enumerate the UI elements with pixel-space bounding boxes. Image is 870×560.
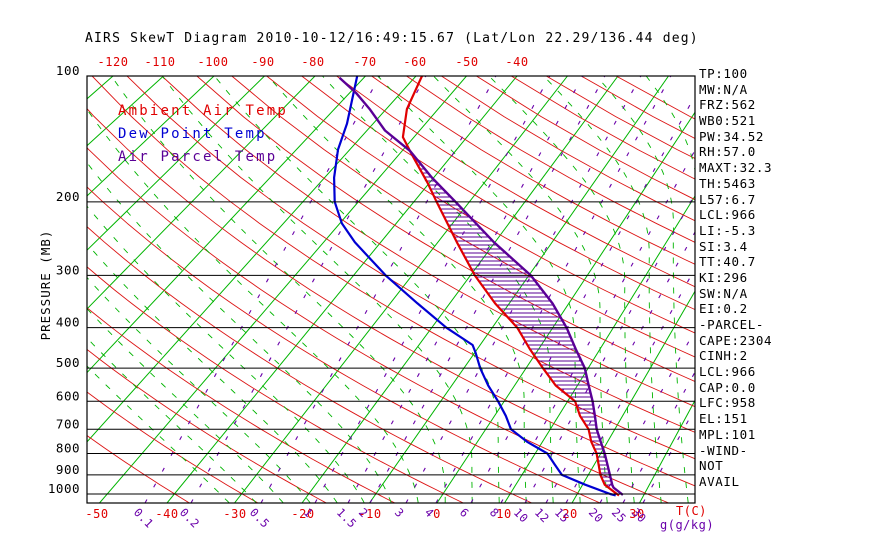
stat-row-avail: AVAIL bbox=[699, 473, 740, 489]
stat-row-tt-40-7: TT:40.7 bbox=[699, 254, 756, 270]
stat-row-lfc-958: LFC:958 bbox=[699, 395, 756, 411]
stat-row-pw-34-52: PW:34.52 bbox=[699, 128, 765, 144]
stat-row-si-3-4: SI:3.4 bbox=[699, 238, 748, 254]
stat-row--parcel-: -PARCEL- bbox=[699, 317, 765, 333]
stat-row-lcl-966: LCL:966 bbox=[699, 364, 756, 380]
mixing-ratio-label-1.5: 1.5 bbox=[334, 505, 360, 531]
plot-frame bbox=[86, 75, 696, 504]
plot-area bbox=[87, 76, 695, 503]
legend-air-parcel-temp: Air Parcel Temp bbox=[118, 149, 278, 165]
page-title: AIRS SkewT Diagram 2010-10-12/16:49:15.6… bbox=[85, 31, 699, 46]
bottom-axis-label-30: 30 bbox=[629, 507, 644, 521]
stat-row-cinh-2: CINH:2 bbox=[699, 348, 748, 364]
stat-row-cap-0-0: CAP:0.0 bbox=[699, 379, 756, 395]
pressure-tick-700: 700 bbox=[56, 416, 80, 431]
top-axis-labels: -120 -110 -100 -90 -80 -70 -60 -50 -40 bbox=[98, 55, 529, 69]
pressure-tick-labels: 100 200 300 400 500 600 700 800 900 1000 bbox=[48, 63, 80, 496]
pressure-tick-300: 300 bbox=[56, 262, 80, 277]
top-axis-label--40: -40 bbox=[505, 55, 528, 69]
grid-isobars bbox=[87, 75, 695, 495]
bottom-axis-label--50: -50 bbox=[85, 507, 108, 521]
bottom-axis-label-20: 20 bbox=[562, 507, 577, 521]
mixing-ratio-label-10: 10 bbox=[511, 505, 531, 525]
mixing-ratio-label-3: 3 bbox=[392, 505, 407, 520]
stat-row--wind-: -WIND- bbox=[699, 442, 748, 458]
pressure-tick-400: 400 bbox=[56, 315, 80, 330]
stat-row-rh-57-0: RH:57.0 bbox=[699, 144, 756, 160]
bottom-axis-label-0: 0 bbox=[433, 507, 441, 521]
pressure-tick-900: 900 bbox=[56, 462, 80, 477]
bottom-axis-label-10: 10 bbox=[496, 507, 511, 521]
bottom-axis-label--30: -30 bbox=[223, 507, 246, 521]
mixing-ratio-label-6: 6 bbox=[457, 505, 472, 520]
mixing-ratio-label-12: 12 bbox=[532, 505, 552, 525]
top-axis-label--50: -50 bbox=[455, 55, 478, 69]
stat-row-ki-296: KI:296 bbox=[699, 269, 748, 285]
legend-ambient-air-temp: Ambient Air Temp bbox=[118, 103, 289, 119]
top-axis-label--110: -110 bbox=[145, 55, 176, 69]
pressure-tick-600: 600 bbox=[56, 388, 80, 403]
mixing-ratio-label-0.2: 0.2 bbox=[177, 505, 203, 531]
pressure-tick-1000: 1000 bbox=[48, 481, 80, 496]
stat-row-th-5463: TH:5463 bbox=[699, 175, 756, 191]
top-axis-label--90: -90 bbox=[251, 55, 274, 69]
stat-row-lcl-966: LCL:966 bbox=[699, 207, 756, 223]
stat-row-el-151: EL:151 bbox=[699, 411, 748, 427]
mixing-ratio-label-20: 20 bbox=[586, 505, 606, 525]
stat-row-ei-0-2: EI:0.2 bbox=[699, 301, 748, 317]
stat-row-cape-2304: CAPE:2304 bbox=[699, 332, 773, 348]
legend: Ambient Air Temp Dew Point Temp Air Parc… bbox=[118, 100, 288, 169]
mixing-ratio-unit-label: g(g/kg) bbox=[660, 518, 714, 532]
stat-row-li-5-3: LI:-5.3 bbox=[699, 222, 756, 238]
top-axis-label--120: -120 bbox=[98, 55, 129, 69]
bottom-axis-label--40: -40 bbox=[155, 507, 178, 521]
bottom-axis-label--20: -20 bbox=[291, 507, 314, 521]
pressure-tick-500: 500 bbox=[56, 355, 80, 370]
top-axis-label--60: -60 bbox=[403, 55, 426, 69]
grid-moist-adiabats bbox=[87, 76, 695, 503]
mixing-ratio-label-0.5: 0.5 bbox=[247, 505, 273, 531]
parcel-curve bbox=[338, 76, 624, 496]
stat-row-l57-6-7: L57:6.7 bbox=[699, 191, 756, 207]
pressure-tick-800: 800 bbox=[56, 440, 80, 455]
temp-unit-label: T(C) bbox=[676, 504, 707, 518]
top-axis-label--70: -70 bbox=[353, 55, 376, 69]
stat-row-wb0-521: WB0:521 bbox=[699, 113, 756, 129]
stat-row-mpl-101: MPL:101 bbox=[699, 426, 756, 442]
top-axis-label--100: -100 bbox=[198, 55, 229, 69]
bottom-axis-temp-labels: -50 -40 -30 -20 -10 0 10 20 30 bbox=[85, 507, 644, 521]
stat-row-maxt-32-3: MAXT:32.3 bbox=[699, 160, 773, 176]
stat-row-tp-100: TP:100 bbox=[699, 66, 748, 81]
temp-curve-ambient bbox=[401, 76, 620, 497]
stat-row-not: NOT bbox=[699, 458, 724, 474]
pressure-tick-200: 200 bbox=[56, 189, 80, 204]
stat-row-mw-n-a: MW:N/A bbox=[699, 81, 748, 97]
y-axis-title: PRESSURE (MB) bbox=[38, 230, 53, 341]
bottom-axis-label--10: -10 bbox=[358, 507, 381, 521]
pressure-tick-100: 100 bbox=[56, 63, 80, 78]
stat-row-sw-n-a: SW:N/A bbox=[699, 285, 748, 301]
mixing-ratio-label-0.1: 0.1 bbox=[131, 505, 157, 531]
cape-hatch bbox=[413, 156, 613, 486]
legend-dew-point-temp: Dew Point Temp bbox=[118, 126, 267, 142]
mixing-ratio-label-25: 25 bbox=[609, 505, 629, 525]
stat-row-frz-562: FRZ:562 bbox=[699, 97, 756, 113]
top-axis-label--80: -80 bbox=[301, 55, 324, 69]
